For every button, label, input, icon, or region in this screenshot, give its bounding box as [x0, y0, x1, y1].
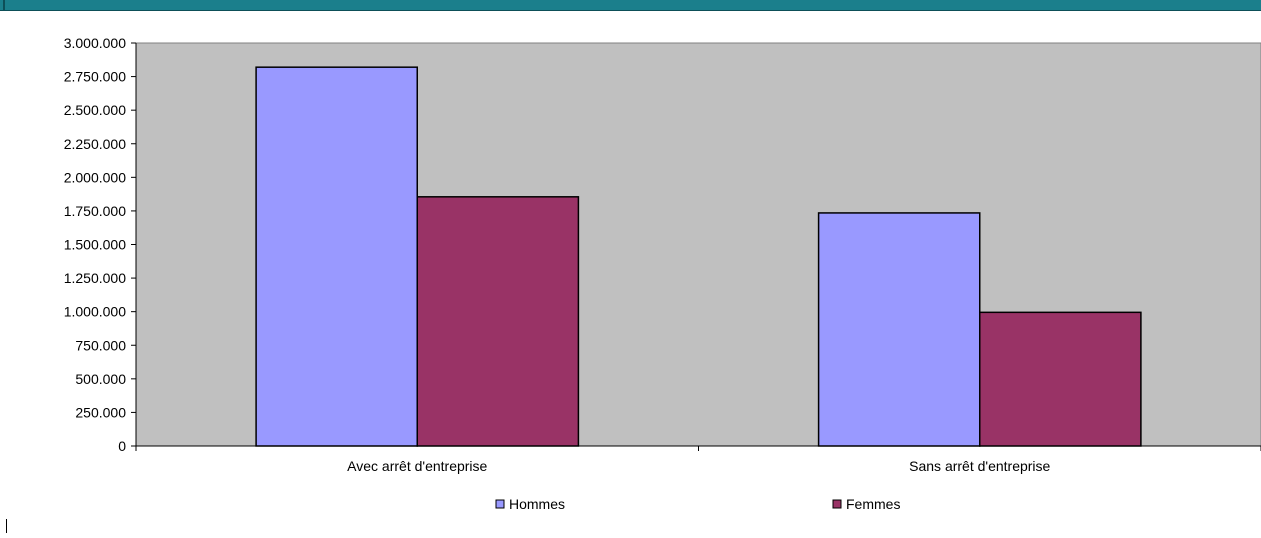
bar-femmes-1	[416, 196, 580, 447]
bar-hommes-2	[817, 212, 981, 447]
y-tick-label: 500.000	[75, 371, 126, 387]
legend-swatch-femmes	[832, 499, 842, 509]
y-tick-label: 1.000.000	[64, 304, 126, 320]
text-cursor	[6, 519, 7, 533]
legend: Hommes Femmes	[495, 496, 900, 512]
y-tick-label: 2.000.000	[64, 169, 126, 185]
x-tick-label: Sans arrêt d'entreprise	[909, 458, 1050, 474]
y-tick-label: 2.250.000	[64, 136, 126, 152]
y-tick-label: 1.250.000	[64, 270, 126, 286]
bar-femmes-2	[979, 311, 1142, 447]
y-axis: 0 250.000 500.000 750.000 1.000.000 1.250.000…	[64, 35, 137, 454]
x-tick-label: Avec arrêt d'entreprise	[347, 458, 487, 474]
legend-label-hommes: Hommes	[509, 496, 565, 512]
y-tick-label: 250.000	[75, 404, 126, 420]
x-axis: Avec arrêt d'entreprise Sans arrêt d'entr…	[135, 445, 1261, 474]
bars	[255, 66, 1142, 447]
y-tick-label: 0	[118, 438, 126, 454]
title-bar-edge	[3, 0, 5, 10]
y-tick-label: 750.000	[75, 337, 126, 353]
y-tick-label: 2.500.000	[64, 102, 126, 118]
y-tick-label: 2.750.000	[64, 69, 126, 85]
window-title-bar	[0, 0, 1261, 11]
bar-hommes-1	[255, 66, 418, 447]
legend-label-femmes: Femmes	[846, 496, 900, 512]
y-tick-label: 1.500.000	[64, 237, 126, 253]
y-tick-label: 1.750.000	[64, 203, 126, 219]
y-tick-label: 3.000.000	[64, 35, 126, 51]
legend-swatch-hommes	[495, 499, 505, 509]
